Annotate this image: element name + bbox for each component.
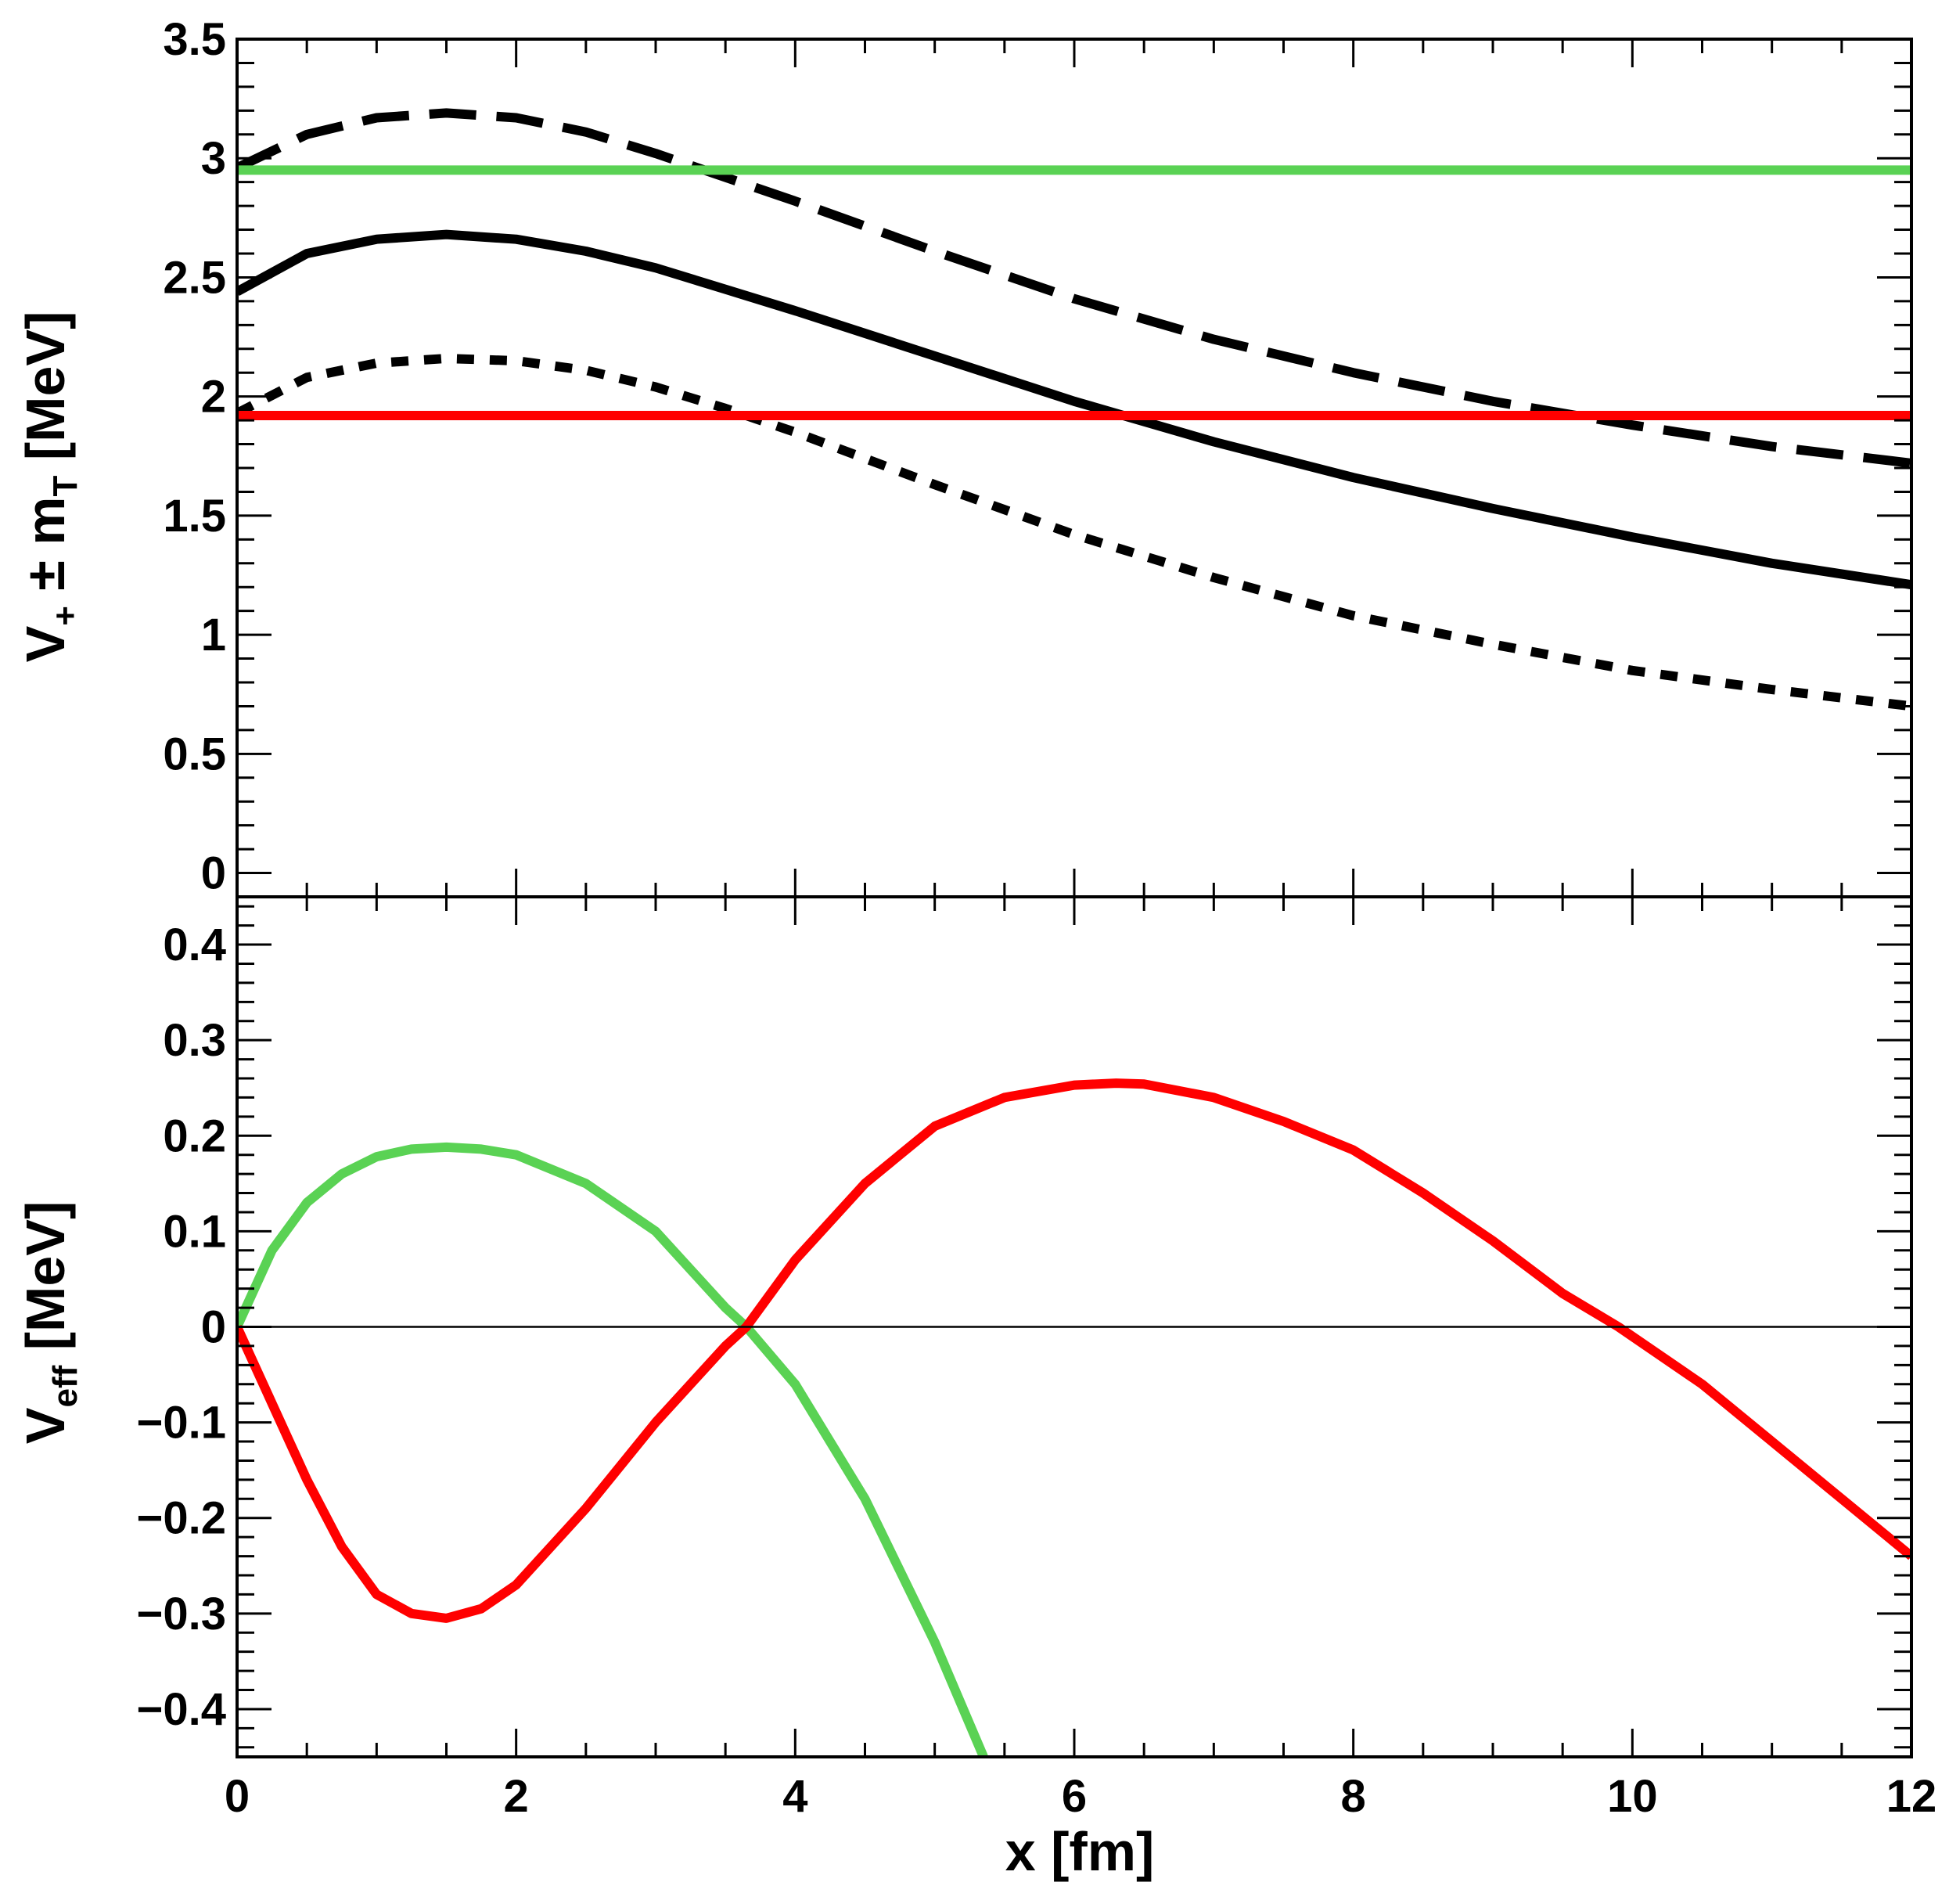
bottom-y-axis-title: Veff [MeV] [15, 1201, 85, 1444]
plot-area [237, 108, 1911, 711]
y-tick-label: 1.5 [163, 491, 226, 542]
x-tick-label: 10 [1607, 1771, 1658, 1822]
y-tick-label: 3 [201, 133, 226, 184]
y-tick-label: 0 [201, 1302, 226, 1353]
x-tick-label: 12 [1886, 1771, 1937, 1822]
y-tick-label: −0.2 [137, 1493, 227, 1544]
series-line-v- [237, 229, 1911, 590]
y-tick-label: −0.3 [137, 1589, 227, 1639]
y-tick-label: 2 [201, 372, 226, 423]
y-tick-label: 0.4 [163, 920, 226, 970]
y-tick-label: 0.2 [163, 1110, 226, 1161]
y-tick-label: 0.3 [163, 1015, 226, 1066]
y-tick-label: 2.5 [163, 252, 226, 303]
y-tick-label: −0.4 [137, 1684, 227, 1735]
series-line-red-v-eff [237, 1078, 1911, 1623]
x-tick-label: 4 [782, 1771, 807, 1822]
x-axis-title: x [fm] [1005, 1821, 1155, 1882]
y-tick-label: −0.1 [137, 1398, 227, 1449]
series-line-v-m-t [237, 108, 1911, 468]
x-tick-label: 2 [504, 1771, 529, 1822]
plot-area [237, 1078, 1911, 1757]
x-tick-label: 6 [1062, 1771, 1087, 1822]
series-line-green-v-eff [237, 1142, 988, 1757]
y-tick-label: 0 [201, 848, 226, 899]
y-tick-label: 0.1 [163, 1206, 226, 1257]
series-line-v-m-t [237, 354, 1911, 711]
x-tick-label: 8 [1341, 1771, 1366, 1822]
y-tick-label: 0.5 [163, 729, 226, 779]
top-panel: 0 0.5 1 1.5 2 2.5 3 3.5 [163, 14, 1913, 899]
y-tick-label: 1 [201, 610, 226, 660]
bottom-panel: −0.4 −0.3 −0.2 −0.1 0 0.1 0.2 0.3 0.4 0 2 4 6 8 10 12 [137, 895, 1937, 1822]
x-tick-label: 0 [225, 1771, 250, 1822]
y-tick-label: 3.5 [163, 14, 226, 65]
top-y-axis-title: V+ ± mT [MeV] [15, 311, 85, 663]
